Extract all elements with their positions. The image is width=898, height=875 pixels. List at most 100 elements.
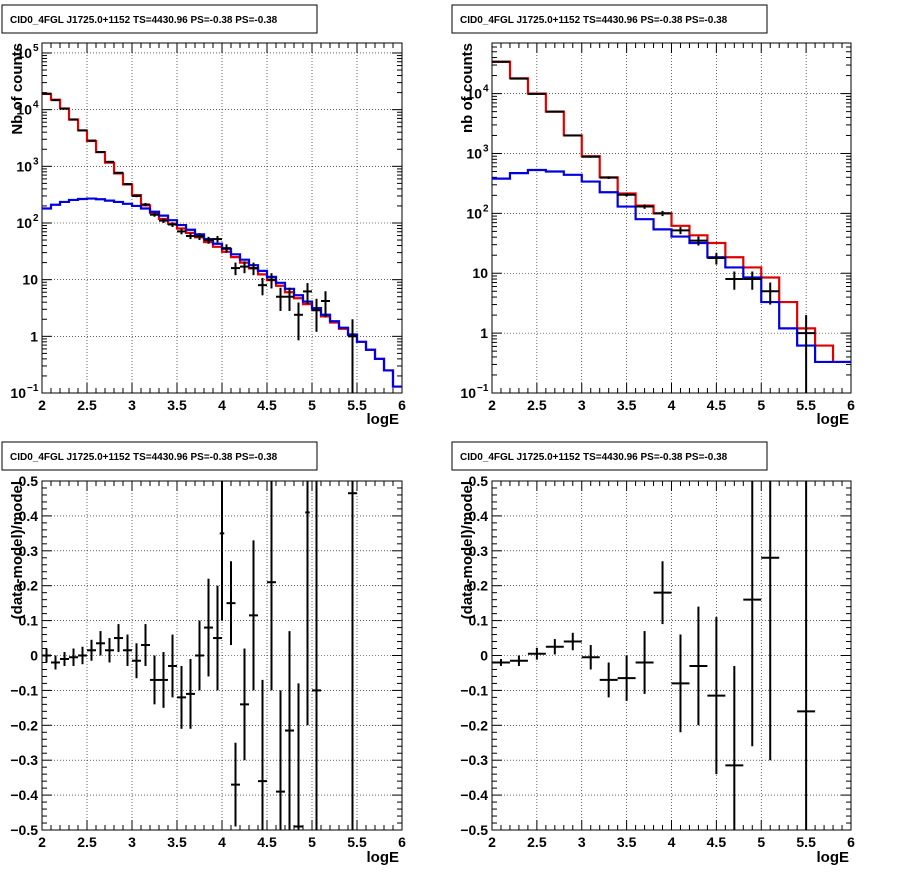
x-tick-label: 5.5	[347, 834, 367, 850]
y-tick-label: −0.1	[460, 682, 488, 698]
data-point	[492, 659, 510, 666]
data-point	[42, 93, 51, 94]
y-tick-label: 0.5	[19, 473, 39, 489]
panel-bottom-left-title: CID0_4FGL J1725.0+1152 TS=4430.96 PS=-0.…	[10, 452, 278, 463]
y-tick-label-exponent: −1	[27, 383, 39, 394]
x-tick-label: 2	[38, 397, 46, 413]
y-tick-label: 10	[22, 272, 38, 288]
data-point	[321, 291, 330, 317]
y-tick-label: 0.1	[19, 613, 39, 629]
data-point	[546, 639, 564, 654]
y-tick-label-exponent: 4	[33, 100, 39, 111]
panel-bottom-right-title: CID0_4FGL J1725.0+1152 TS=4430.96 PS=-0.…	[460, 452, 728, 463]
data-point	[159, 652, 168, 708]
data-point	[240, 649, 249, 761]
x-tick-label: 3.5	[167, 834, 187, 850]
x-tick-label: 6	[847, 397, 855, 413]
y-tick-label: 10	[466, 86, 482, 102]
y-tick-label: −0.4	[10, 787, 38, 803]
x-tick-label: 4	[218, 834, 226, 850]
x-tick-label: 4	[218, 397, 226, 413]
y-tick-label: 10	[16, 45, 32, 61]
y-tick-label-exponent: −1	[477, 383, 489, 394]
data-point	[761, 481, 779, 760]
y-tick-label: 10	[472, 265, 488, 281]
panel-top-right-xlabel: logE	[817, 411, 850, 428]
x-tick-label: 3.5	[167, 397, 187, 413]
y-tick-label: 0.5	[469, 473, 489, 489]
data-point	[725, 271, 743, 289]
y-tick-label: 10	[466, 205, 482, 221]
data-point	[348, 319, 357, 393]
plot-area	[42, 93, 402, 393]
panel-top-right-title-box: CID0_4FGL J1725.0+1152 TS=4430.96 PS=-0.…	[452, 5, 767, 33]
data-point	[689, 237, 707, 246]
data-point	[105, 161, 114, 162]
x-tick-label: 5.5	[347, 397, 367, 413]
x-tick-label: 6	[398, 834, 406, 850]
data-point	[797, 481, 815, 830]
model-total-histogram	[42, 94, 402, 387]
data-point	[69, 119, 78, 120]
panel-bottom-left-xlabel: logE	[367, 849, 400, 866]
data-point	[150, 656, 159, 705]
y-tick-label: 0.3	[469, 543, 489, 559]
data-point	[600, 662, 618, 697]
data-point	[42, 649, 51, 663]
data-point	[582, 645, 600, 669]
panel-top-left-title: CID0_4FGL J1725.0+1152 TS=4430.96 PS=-0.…	[10, 15, 278, 26]
x-tick-label: 5	[308, 834, 316, 850]
x-tick-label: 2.5	[527, 397, 547, 413]
x-tick-label: 2	[488, 834, 496, 850]
x-tick-label: 4.5	[257, 834, 277, 850]
x-tick-label: 6	[847, 834, 855, 850]
y-tick-label: 0.3	[19, 543, 39, 559]
data-point	[195, 621, 204, 691]
data-point	[276, 288, 285, 311]
data-point	[78, 130, 87, 131]
x-tick-label: 5.5	[796, 397, 816, 413]
y-tick-label-exponent: 2	[483, 203, 489, 214]
data-point	[78, 647, 87, 664]
data-points	[42, 93, 357, 393]
data-point	[114, 172, 123, 174]
data-point	[177, 666, 186, 729]
panel-bottom-left: 2 2.5 3 3.5 4 4.5 5 5.5 6 −0.5 −0.4 −0.3 −0.2 −0.1 0 0.…	[10, 473, 406, 850]
y-tick-label: 10	[16, 102, 32, 118]
data-point	[231, 743, 240, 827]
y-tick-label: −0.4	[460, 787, 488, 803]
data-point	[797, 315, 815, 393]
data-point	[186, 659, 195, 729]
x-tick-label: 3	[578, 397, 586, 413]
x-tick-label: 4	[668, 397, 676, 413]
x-tick-label: 2	[488, 397, 496, 413]
data-point	[312, 481, 321, 830]
data-point	[123, 183, 132, 185]
data-point	[114, 624, 123, 652]
data-point	[220, 481, 225, 621]
y-tick-label: 1	[480, 325, 488, 341]
x-tick-label: 5	[757, 834, 765, 850]
x-tick-label: 2.5	[527, 834, 547, 850]
data-point	[672, 635, 690, 733]
data-point	[96, 631, 105, 655]
data-point	[294, 683, 303, 830]
y-tick-label-exponent: 2	[33, 213, 39, 224]
y-tick-label: −0.1	[10, 682, 38, 698]
y-tick-label: 10	[16, 158, 32, 174]
data-point	[96, 151, 105, 152]
data-point	[213, 586, 222, 691]
x-tick-label: 3	[128, 397, 136, 413]
y-tick-label: 10	[10, 385, 26, 401]
data-point	[132, 643, 141, 678]
x-tick-label: 4.5	[707, 397, 727, 413]
data-point	[105, 638, 114, 662]
data-point	[618, 656, 636, 701]
y-tick-label: 10	[460, 385, 476, 401]
y-tick-label: −0.2	[460, 717, 488, 733]
data-point	[186, 233, 195, 239]
data-point	[582, 156, 600, 158]
data-point	[654, 211, 672, 216]
data-point	[689, 607, 707, 726]
